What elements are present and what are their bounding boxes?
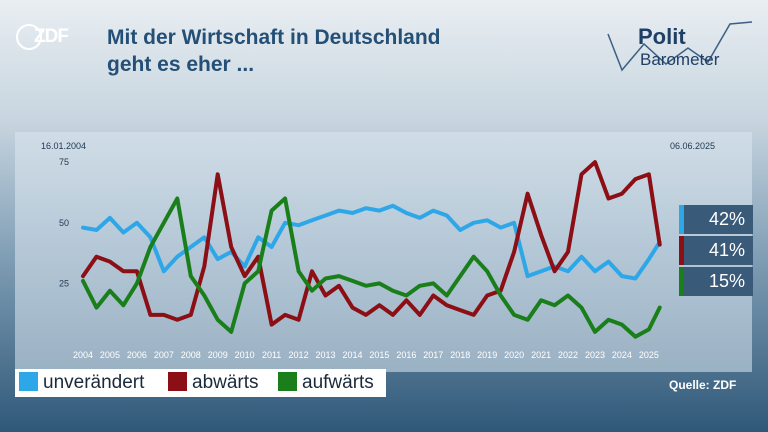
- x-tick-label-2009: 2009: [208, 350, 228, 360]
- zdf-logo: ZDF: [16, 24, 82, 50]
- series-line-2: [81, 196, 662, 339]
- value-abwaerts: 41%: [708, 240, 745, 260]
- headline-line-1: Mit der Wirtschaft in Deutschland: [107, 26, 441, 49]
- headline: Mit der Wirtschaft in Deutschland geht e…: [107, 24, 441, 78]
- value-box-aufwaerts: 15%: [679, 267, 753, 296]
- y-tick-label-75: 75: [59, 157, 69, 167]
- x-tick-label-2016: 2016: [396, 350, 416, 360]
- x-tick-label-2006: 2006: [127, 350, 147, 360]
- x-tick-label-2007: 2007: [154, 350, 174, 360]
- x-tick-label-2008: 2008: [181, 350, 201, 360]
- value-box-swatch-abwaerts: [679, 236, 684, 265]
- headline-line-2: geht es eher ...: [107, 53, 255, 76]
- value-box-swatch-unveraendert: [679, 205, 684, 234]
- value-aufwaerts: 15%: [708, 271, 745, 291]
- value-unveraendert: 42%: [708, 209, 745, 229]
- y-tick-label-25: 25: [59, 278, 69, 288]
- series-line-1: [81, 160, 662, 327]
- x-tick-label-2014: 2014: [342, 350, 362, 360]
- y-tick-label-50: 50: [59, 218, 69, 228]
- zdf-logo-circle: [16, 24, 42, 50]
- x-tick-label-2011: 2011: [262, 350, 281, 360]
- end-date-label: 06.06.2025: [670, 141, 716, 151]
- x-tick-label-2013: 2013: [316, 350, 336, 360]
- x-tick-label-2022: 2022: [558, 350, 578, 360]
- series-line-0: [81, 203, 662, 281]
- value-box-swatch-aufwaerts: [679, 267, 684, 296]
- legend-swatch-unveraendert: [19, 372, 38, 391]
- politbarometer-logo: Polit Barometer: [604, 14, 756, 80]
- x-tick-label-2021: 2021: [531, 350, 551, 360]
- x-tick-label-2023: 2023: [585, 350, 605, 360]
- chart-legend: unverändert abwärts aufwärts: [15, 369, 386, 397]
- x-tick-label-2005: 2005: [100, 350, 120, 360]
- politbarometer-logo-graphic: [607, 21, 753, 72]
- x-tick-label-2025: 2025: [639, 350, 659, 360]
- legend-label-aufwaerts: aufwärts: [302, 372, 374, 393]
- x-tick-label-2024: 2024: [612, 350, 632, 360]
- legend-label-abwaerts: abwärts: [192, 372, 259, 393]
- legend-item-aufwaerts: aufwärts: [278, 371, 374, 395]
- start-date-label: 16.01.2004: [41, 141, 87, 151]
- x-tick-label-2004: 2004: [73, 350, 93, 360]
- x-tick-label-2017: 2017: [423, 350, 443, 360]
- zdf-logo-text: ZDF: [34, 26, 69, 47]
- value-box-unveraendert: 42%: [679, 205, 753, 234]
- logo-barometer-text: Barometer: [640, 50, 720, 69]
- x-tick-label-2018: 2018: [450, 350, 470, 360]
- x-tick-label-2019: 2019: [477, 350, 497, 360]
- legend-swatch-aufwaerts: [278, 372, 297, 391]
- legend-label-unveraendert: unverändert: [43, 372, 145, 393]
- legend-item-unveraendert: unverändert: [19, 371, 144, 395]
- x-tick-label-2015: 2015: [369, 350, 389, 360]
- x-tick-label-2010: 2010: [235, 350, 255, 360]
- value-box-abwaerts: 41%: [679, 236, 753, 265]
- legend-swatch-abwaerts: [168, 372, 187, 391]
- chart-panel: 16.01.2004 06.06.2025 25 50 75 2004 2005 2006…: [15, 132, 753, 372]
- x-tick-label-2020: 2020: [504, 350, 524, 360]
- logo-polit-text: Polit: [638, 24, 686, 49]
- source-label: Quelle: ZDF: [669, 378, 737, 392]
- line-chart: 25 50 75 2004 2005 2006 2007 2008 2009 2010 2011 20…: [59, 157, 662, 360]
- x-tick-label-2012: 2012: [289, 350, 309, 360]
- legend-item-abwaerts: abwärts: [168, 371, 259, 395]
